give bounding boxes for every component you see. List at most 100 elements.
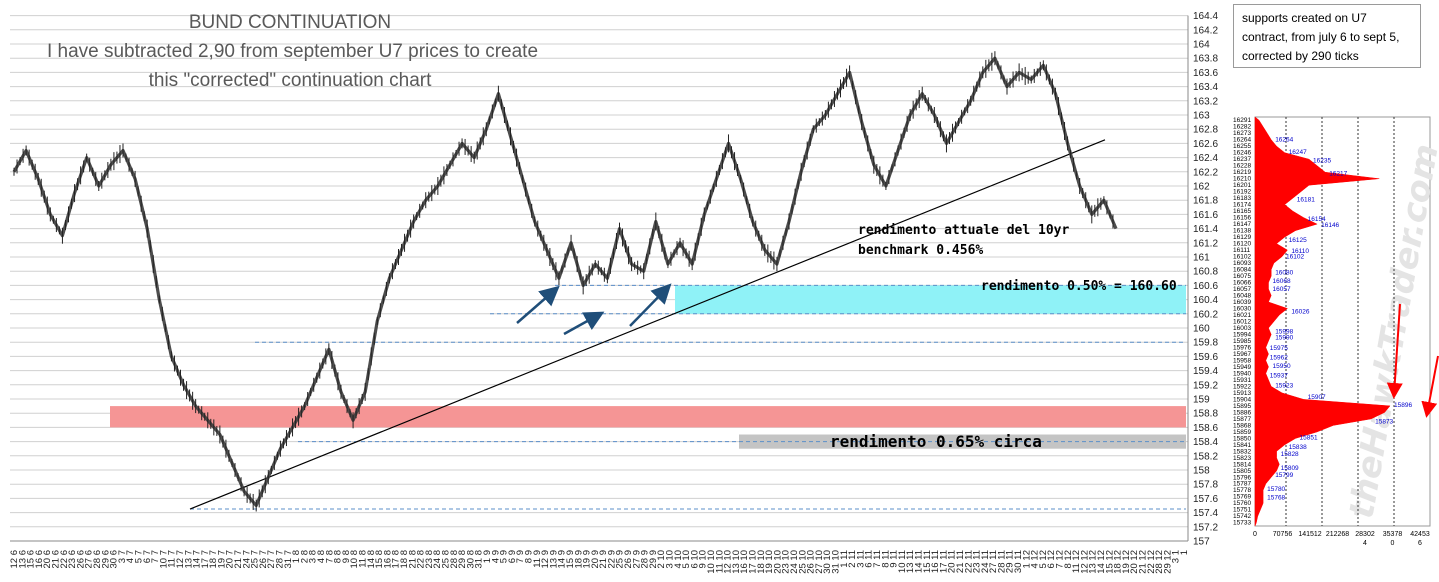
profile-price-label: 16138 <box>1233 228 1251 235</box>
profile-x-tick: 6 <box>1418 540 1422 547</box>
profile-price-label: 16291 <box>1233 117 1251 124</box>
x-tick-label: 2 11 <box>847 550 858 568</box>
y-tick-label: 159.4 <box>1193 366 1218 377</box>
profile-price-label: 16021 <box>1233 312 1251 319</box>
profile-x-tick: 0 <box>1253 531 1257 538</box>
profile-price-label: 16120 <box>1233 241 1251 248</box>
profile-price-label: 16075 <box>1233 273 1251 280</box>
annotation-yield-065: rendimento 0.65% circa <box>830 432 1042 451</box>
profile-price-label: 15868 <box>1233 422 1251 429</box>
price-series <box>12 51 1118 512</box>
profile-price-label: 15832 <box>1233 448 1251 455</box>
profile-price-label: 15778 <box>1233 487 1251 494</box>
x-tick-label: 13 12 <box>1088 550 1099 574</box>
profile-level-label: 15896 <box>1394 402 1412 409</box>
profile-price-label: 16246 <box>1233 150 1251 157</box>
x-tick-label: 10 7 <box>158 550 169 569</box>
x-tick-label: 24 10 <box>789 550 800 574</box>
x-tick-label: 31 7 <box>283 550 294 569</box>
y-tick-label: 161.4 <box>1193 224 1218 235</box>
x-tick-label: 4 12 <box>1030 550 1041 569</box>
profile-price-label: 15814 <box>1233 461 1251 468</box>
profile-x-tick: 70756 <box>1273 531 1293 538</box>
profile-price-label: 15976 <box>1233 344 1251 351</box>
x-tick-label: 5 12 <box>1038 550 1049 569</box>
x-tick-label: 21 7 <box>233 550 244 569</box>
x-tick-label: 5 7 <box>133 550 144 563</box>
x-tick-label: 13 11 <box>905 550 916 573</box>
y-tick-label: 159.2 <box>1193 380 1218 391</box>
profile-level-label: 16181 <box>1297 197 1315 204</box>
x-tick-label: 3 10 <box>665 550 676 569</box>
profile-price-label: 16012 <box>1233 318 1251 325</box>
y-tick-label: 164 <box>1193 40 1210 51</box>
y-tick-label: 161.8 <box>1193 196 1218 207</box>
profile-price-label: 15940 <box>1233 370 1251 377</box>
x-tick-label: 26 9 <box>623 550 634 569</box>
profile-price-label: 16201 <box>1233 182 1251 189</box>
x-tick-label: 16 6 <box>34 550 45 569</box>
y-tick-label: 160.2 <box>1193 309 1218 320</box>
x-tick-label: 12 12 <box>1079 550 1090 574</box>
y-tick-label: 159 <box>1193 395 1210 406</box>
profile-price-label: 15742 <box>1233 513 1251 520</box>
profile-price-label: 15958 <box>1233 357 1251 364</box>
arrow <box>629 283 672 327</box>
x-tick-label: 28 11 <box>996 550 1007 573</box>
x-tick-label: 20 7 <box>225 550 236 569</box>
profile-level-label: 15838 <box>1289 444 1307 451</box>
x-tick-label: 18 10 <box>756 550 767 574</box>
profile-price-label: 15904 <box>1233 396 1251 403</box>
x-tick-label: 27 6 <box>84 550 95 569</box>
profile-price-label: 16102 <box>1233 254 1251 261</box>
profile-price-label: 15895 <box>1233 403 1251 410</box>
profile-level-label: 15962 <box>1270 355 1288 362</box>
x-tick-label: 7 9 <box>515 550 526 563</box>
profile-price-label: 16084 <box>1233 267 1251 274</box>
profile-price-label: 15841 <box>1233 442 1251 449</box>
x-tick-label: 28 8 <box>449 550 460 569</box>
x-tick-label: 18 12 <box>1113 550 1124 574</box>
x-tick-label: 7 12 <box>1055 550 1066 569</box>
x-tick-label: 6 11 <box>864 550 875 568</box>
profile-x-tick: 212268 <box>1326 531 1349 538</box>
x-tick-label: 3 7 <box>117 550 128 563</box>
profile-level-label: 15998 <box>1275 329 1293 336</box>
profile-price-label: 16147 <box>1233 221 1251 228</box>
x-tick-label: 15 11 <box>922 550 933 573</box>
x-tick-label: 4 8 <box>316 550 327 563</box>
x-tick-label: 9 8 <box>341 550 352 563</box>
x-tick-label: 15 12 <box>1104 550 1115 574</box>
x-tick-label: 23 10 <box>781 550 792 574</box>
x-tick-label: 28 9 <box>640 550 651 569</box>
x-tick-label: 27 7 <box>266 550 277 569</box>
x-tick-label: 30 8 <box>465 550 476 569</box>
profile-price-label: 15913 <box>1233 390 1251 397</box>
x-tick-label: 24 8 <box>432 550 443 569</box>
volume-profile: theHawkTrader.com16291162821627316264162… <box>1233 116 1439 547</box>
x-tick-label: 4 7 <box>125 550 136 563</box>
profile-price-label: 15760 <box>1233 500 1251 507</box>
profile-level-label: 16247 <box>1289 149 1307 156</box>
x-tick-label: 29 6 <box>100 550 111 569</box>
x-tick-label: 4 9 <box>490 550 501 563</box>
profile-price-label: 15931 <box>1233 377 1251 384</box>
x-tick-label: 31 8 <box>474 550 485 569</box>
x-tick-label: 24 11 <box>980 550 991 573</box>
x-tick-label: 6 7 <box>142 550 153 563</box>
x-tick-label: 14 7 <box>192 550 203 569</box>
x-tick-label: 22 6 <box>59 550 70 569</box>
x-tick-label: 14 11 <box>913 550 924 573</box>
profile-price-label: 15823 <box>1233 455 1251 462</box>
y-axis: 157 157.2 157.4 157.6 157.8 158 158.2 158.4 158.… <box>10 11 1218 548</box>
y-tick-label: 163.2 <box>1193 96 1218 107</box>
x-tick-label: 29 12 <box>1162 550 1173 574</box>
x-tick-label: 23 8 <box>424 550 435 569</box>
profile-level-label: 16154 <box>1308 216 1326 223</box>
x-tick-label: 30 6 <box>109 550 120 569</box>
profile-x-tick: 42453 <box>1410 531 1430 538</box>
profile-level-label: 15851 <box>1300 435 1318 442</box>
chart-subtitle-line-2: this "corrected" continuation chart <box>148 70 432 91</box>
x-tick-label: 19 9 <box>582 550 593 569</box>
